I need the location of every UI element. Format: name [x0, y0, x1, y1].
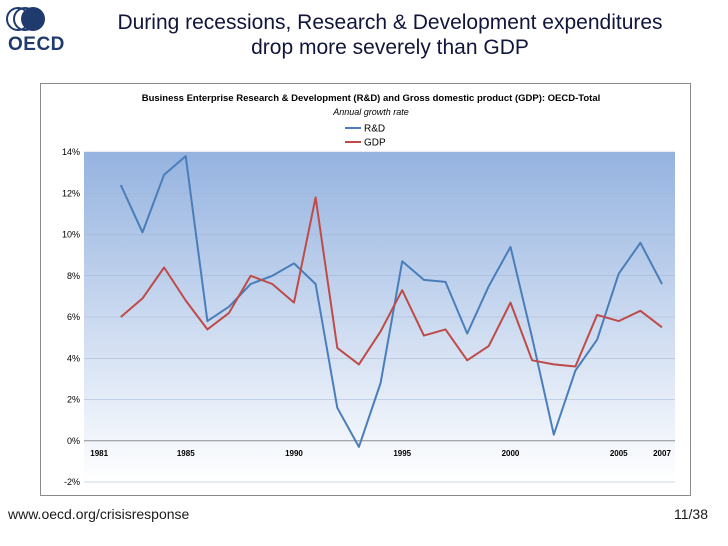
x-tick-label: 1981	[90, 449, 108, 458]
x-axis: 1981 1985 1990 1995 2000 2005 2007	[90, 449, 671, 458]
chart-frame: Business Enterprise Research & Developme…	[40, 83, 691, 496]
y-tick-label: -2%	[64, 477, 80, 487]
footer-url[interactable]: www.oecd.org/crisisresponse	[8, 506, 190, 522]
x-tick-label: 2005	[610, 449, 628, 458]
x-tick-label: 2007	[653, 449, 671, 458]
slide-title-line1: During recessions, Research & Developmen…	[117, 11, 663, 34]
series-line-rd	[119, 155, 663, 448]
y-tick-label: 2%	[67, 395, 80, 405]
x-tick-label: 1990	[285, 449, 303, 458]
oecd-logo	[6, 7, 45, 31]
slide-title: During recessions, Research & Developmen…	[60, 10, 720, 60]
x-tick-label: 1985	[177, 449, 195, 458]
legend-label: R&D	[364, 124, 385, 135]
y-tick-label: 6%	[67, 312, 80, 322]
y-tick-label: 8%	[67, 271, 80, 281]
y-tick-label: 12%	[62, 188, 80, 198]
y-tick-label: 10%	[62, 230, 80, 240]
grid	[84, 151, 675, 483]
slide-title-line2: drop more severely than GDP	[251, 36, 529, 59]
x-tick-label: 1995	[393, 449, 411, 458]
series	[119, 155, 663, 448]
oecd-logo-text: OECD	[8, 34, 65, 55]
y-tick-label: 14%	[62, 147, 80, 157]
y-tick-label: 0%	[67, 436, 80, 446]
chart: Business Enterprise Research & Developme…	[62, 93, 675, 487]
legend-label: GDP	[364, 138, 386, 149]
page-number: 11/38	[674, 506, 708, 522]
y-axis: -2% 0% 2% 4% 6% 8% 10% 12% 14%	[62, 147, 80, 487]
legend: R&D GDP	[345, 124, 386, 149]
chart-title: Business Enterprise Research & Developme…	[142, 93, 601, 104]
series-line-gdp	[120, 196, 663, 368]
y-tick-label: 4%	[67, 353, 80, 363]
x-tick-label: 2000	[502, 449, 520, 458]
chart-subtitle: Annual growth rate	[332, 107, 409, 117]
